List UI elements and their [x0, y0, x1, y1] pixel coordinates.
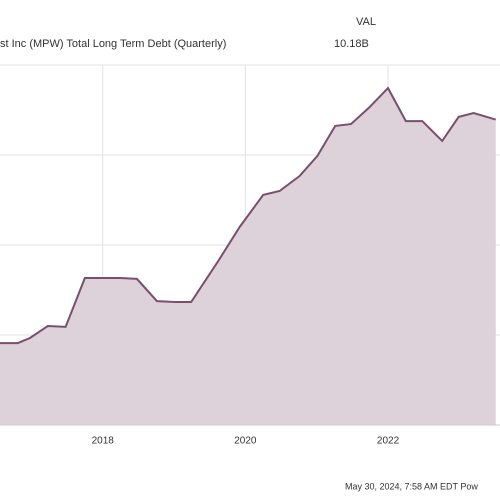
x-tick-label: 2020	[234, 436, 257, 447]
x-tick-label: 2018	[92, 436, 115, 447]
x-tick-label: 2022	[377, 436, 400, 447]
area-fill	[0, 88, 496, 425]
area-line	[0, 86, 497, 345]
footer: May 30, 2024, 7:58 AM EDT Pow	[345, 481, 478, 491]
legend-header: VAL	[356, 16, 376, 28]
legend-label: st Inc (MPW) Total Long Term Debt (Quart…	[0, 38, 226, 50]
legend-value: 10.18B	[334, 38, 369, 50]
